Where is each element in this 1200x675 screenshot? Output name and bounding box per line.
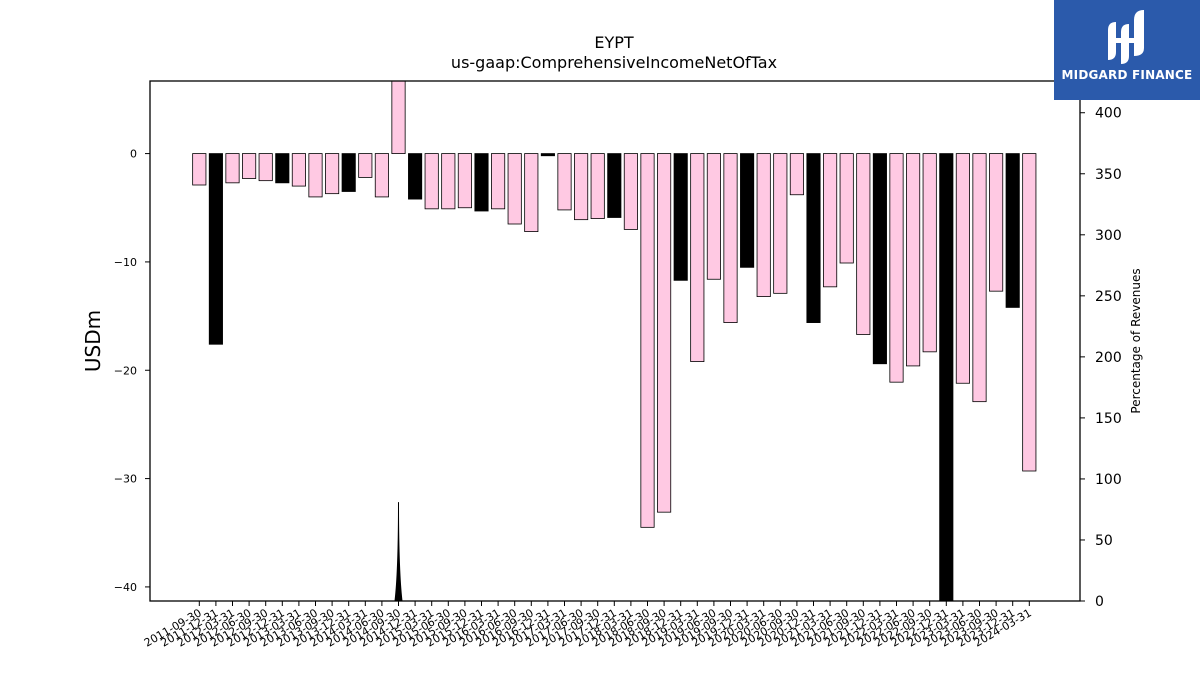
bar-2013-03-31 [291,153,306,187]
percentage-line-series [394,502,403,602]
bar-2023-12-31 [1005,153,1020,308]
y-right-tick-label: 400 [1095,106,1122,122]
bar-2013-06-30 [308,153,323,198]
y-right-tick-label: 300 [1095,228,1122,244]
bar-2019-03-31 [690,153,705,362]
bar-2018-03-31 [623,153,638,230]
bar-2014-09-30 [391,80,406,154]
y-tick-label: −40 [114,581,137,594]
y-right-tick-label: 150 [1095,411,1122,427]
bar-2015-12-31 [474,153,489,212]
bar-2024-03-31 [1022,153,1037,472]
bar-2016-03-31 [491,153,506,210]
y-right-tick-label: 50 [1095,533,1113,549]
bar-2012-09-30 [258,153,273,182]
y-tick-label: −30 [114,473,137,486]
bar-2020-06-30 [773,153,788,294]
bar-2011-09-30 [192,153,207,186]
chart-title: EYPT [594,33,634,52]
chart-subtitle: us-gaap:ComprehensiveIncomeNetOfTax [451,53,777,72]
y-tick-label: −10 [114,256,137,269]
y-axis-right: 0 50 100 150 200 250 300 350 400 [1080,106,1122,610]
bar-series [192,80,1037,602]
bar-2018-12-31 [673,153,688,281]
midgard-logo-icon [1108,10,1144,64]
y-axis-right-label: Percentage of Revenues [1129,268,1143,413]
bar-2015-03-31 [424,153,439,210]
y-right-tick-label: 0 [1095,594,1104,610]
bar-2020-03-31 [756,153,771,297]
bar-2016-09-30 [524,153,539,232]
bar-2022-12-31 [939,153,954,602]
bar-2011-12-31 [208,153,223,345]
y-axis-left: 0 −10 −20 −30 −40 [114,148,150,594]
y-right-tick-label: 350 [1095,167,1122,183]
plot-frame [149,80,1081,602]
bar-2021-09-30 [856,153,871,335]
bar-2014-06-30 [374,153,389,198]
brand-logo: MIDGARD FINANCE [1054,0,1200,100]
bar-2022-09-30 [922,153,937,353]
bar-2022-03-31 [889,153,904,383]
bar-2021-06-30 [839,153,854,264]
brand-name: MIDGARD FINANCE [1061,68,1193,82]
bar-2021-03-31 [823,153,838,288]
bar-2013-09-30 [325,153,340,195]
x-axis: 2011-09-302011-12-312012-03-312012-06-30… [142,601,1034,650]
bar-2013-12-31 [341,153,356,192]
y-tick-label: −20 [114,364,137,377]
bar-2021-12-31 [872,153,887,365]
bar-2022-06-30 [906,153,921,367]
bar-2023-09-30 [989,153,1004,292]
bar-2014-03-31 [358,153,373,178]
bar-2012-12-31 [275,153,290,184]
bar-2018-09-30 [657,153,672,513]
bar-2012-03-31 [225,153,240,184]
y-right-tick-label: 250 [1095,289,1122,305]
bar-2015-06-30 [441,153,456,210]
bar-2017-03-31 [557,153,572,211]
bar-2015-09-30 [457,153,472,209]
bar-2014-12-31 [408,153,423,200]
bar-2019-12-31 [740,153,755,268]
bar-2020-09-30 [789,153,804,196]
bar-2016-12-31 [540,153,555,157]
y-tick-label: 0 [130,148,137,161]
bar-2018-06-30 [640,153,655,528]
bar-2023-03-31 [955,153,970,384]
bar-2012-06-30 [242,153,257,179]
bar-2023-06-30 [972,153,987,403]
bar-2020-12-31 [806,153,821,323]
y-right-tick-label: 200 [1095,350,1122,366]
bar-2019-09-30 [723,153,738,323]
bar-2017-09-30 [590,153,605,219]
y-right-tick-label: 100 [1095,472,1122,488]
y-axis-label: USDm [81,310,105,372]
percentage-point-2014-09-30 [394,502,403,602]
bar-2016-06-30 [507,153,522,225]
bar-2019-06-30 [706,153,721,280]
bar-2017-06-30 [574,153,589,221]
bar-2017-12-31 [607,153,622,218]
